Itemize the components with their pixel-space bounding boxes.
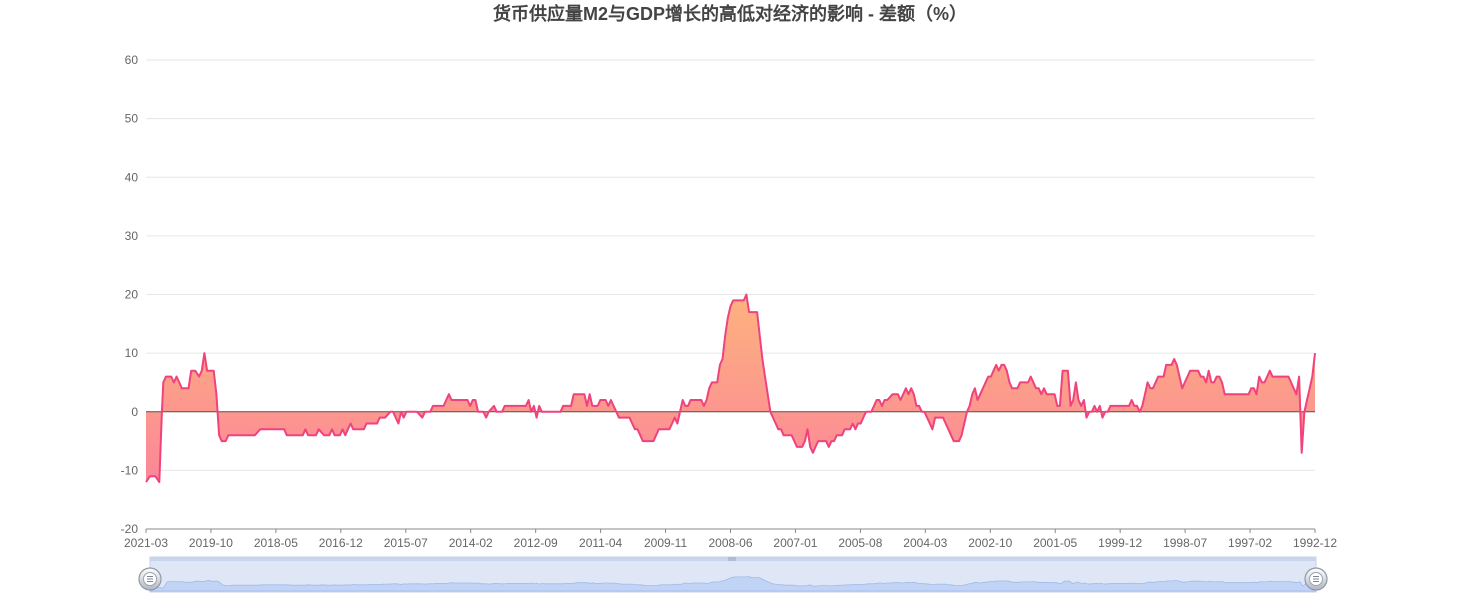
x-tick-label: 2004-03 (903, 536, 947, 550)
x-tick-label: 2007-01 (773, 536, 817, 550)
y-axis-tick-labels: -20 -10 0 10 20 30 40 50 60 (121, 53, 139, 536)
y-tick-label: 50 (125, 112, 139, 126)
zoom-handle-right[interactable] (1304, 567, 1328, 591)
y-tick-label: 10 (125, 346, 139, 360)
y-tick-label: 40 (125, 170, 139, 184)
y-tick-label: 30 (125, 229, 139, 243)
chart-title: 货币供应量M2与GDP增长的高低对经济的影响 - 差额（%） (493, 3, 967, 24)
y-tick-label: -20 (121, 522, 139, 536)
grid-lines (146, 59, 1315, 530)
x-axis-tick-labels: 2021-03 2019-10 2018-05 2016-12 2015-07 2014-… (124, 529, 1337, 550)
y-tick-label: 0 (131, 405, 138, 419)
x-tick-label: 2001-05 (1033, 536, 1077, 550)
x-tick-label: 1992-12 (1293, 536, 1337, 550)
y-tick-label: 20 (125, 288, 139, 302)
y-tick-label: -10 (121, 463, 139, 477)
data-area (145, 293, 1316, 530)
x-tick-label: 1998-07 (1163, 536, 1207, 550)
x-tick-label: 2019-10 (189, 536, 233, 550)
x-tick-label: 2011-04 (579, 536, 622, 550)
x-tick-label: 2009-11 (644, 536, 687, 550)
data-zoom-slider[interactable] (138, 556, 1328, 593)
zoom-slider-preview (149, 576, 1317, 592)
x-tick-label: 2002-10 (968, 536, 1012, 550)
x-tick-label: 2005-08 (838, 536, 882, 550)
x-tick-label: 2014-02 (449, 536, 493, 550)
zoom-handle-left[interactable] (138, 567, 162, 591)
x-tick-label: 2012-09 (514, 536, 558, 550)
x-tick-label: 2015-07 (384, 536, 428, 550)
y-tick-label: 60 (125, 53, 139, 67)
series-line (145, 293, 1316, 484)
zoom-slider-mid-grip[interactable] (728, 557, 736, 561)
x-tick-label: 2021-03 (124, 536, 168, 550)
x-tick-label: 2016-12 (319, 536, 363, 550)
x-tick-label: 2018-05 (254, 536, 298, 550)
series-area-fill (146, 294, 1315, 483)
x-tick-label: 1999-12 (1098, 536, 1142, 550)
x-tick-label: 1997-02 (1228, 536, 1272, 550)
x-tick-label: 2008-06 (708, 536, 752, 550)
